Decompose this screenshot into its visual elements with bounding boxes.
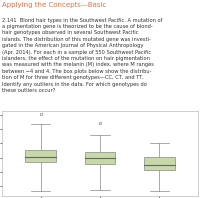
Text: 2.141  Blond hair types in the Southwest Pacific. A mutation of
a pigmentation g: 2.141 Blond hair types in the Southwest … (2, 18, 162, 93)
FancyBboxPatch shape (144, 157, 175, 170)
FancyBboxPatch shape (85, 152, 115, 164)
Text: Applying the Concepts—Basic: Applying the Concepts—Basic (2, 2, 106, 8)
FancyBboxPatch shape (25, 150, 56, 162)
